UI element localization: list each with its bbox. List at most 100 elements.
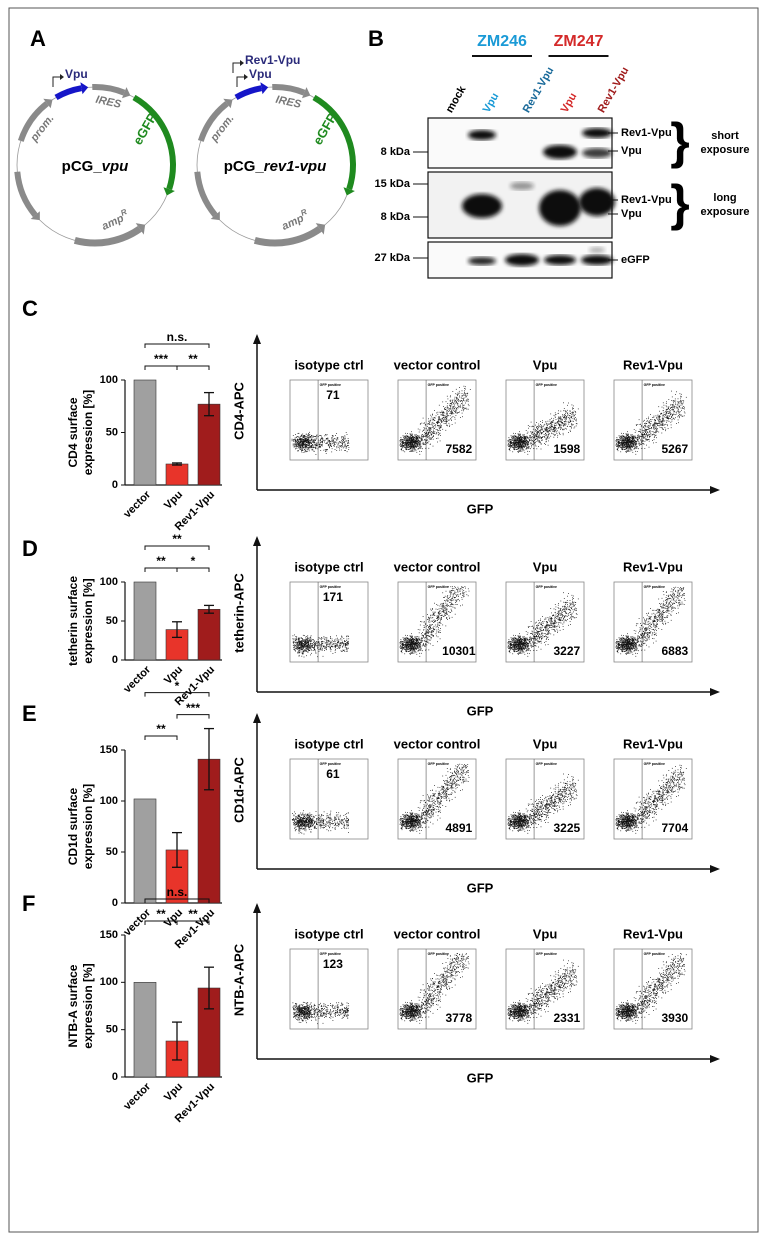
flow-dot xyxy=(621,443,623,445)
flow-dot xyxy=(565,418,566,420)
flow-dot xyxy=(535,436,537,437)
flow-dot xyxy=(564,414,565,415)
flow-dot xyxy=(341,439,342,441)
flow-dot xyxy=(456,409,458,411)
flow-dot xyxy=(576,423,578,425)
flow-dot xyxy=(526,448,528,450)
flow-dot xyxy=(463,397,465,399)
flow-dot xyxy=(335,645,336,647)
flow-dot xyxy=(529,443,531,445)
flow-dot xyxy=(648,418,649,420)
flow-dot xyxy=(408,441,409,442)
flow-dot xyxy=(339,446,341,447)
flow-dot xyxy=(459,404,461,406)
flow-dot xyxy=(298,444,299,445)
flow-dot xyxy=(418,435,420,437)
flow-dot xyxy=(627,450,628,452)
flow-dot xyxy=(521,441,523,443)
flow-dot xyxy=(665,411,666,413)
flow-dot xyxy=(456,398,458,400)
flow-dot xyxy=(300,647,302,649)
flow-dot xyxy=(664,414,665,415)
flow-dot xyxy=(341,639,343,641)
flow-dot xyxy=(343,441,345,442)
flow-dot xyxy=(622,443,624,445)
flow-dot xyxy=(326,646,328,647)
flow-dot xyxy=(301,643,302,644)
flow-dot xyxy=(620,439,621,441)
flow-dot xyxy=(618,447,620,448)
flow-dot xyxy=(442,414,444,415)
flow-dot xyxy=(440,423,441,425)
flow-dot xyxy=(400,437,402,438)
flow-dot xyxy=(649,436,650,437)
flow-dot xyxy=(653,419,655,421)
flow-dot xyxy=(630,443,631,445)
flow-dot xyxy=(525,444,527,446)
flow-dot xyxy=(302,444,303,445)
flow-dot xyxy=(422,448,423,450)
flow-dot xyxy=(414,440,415,442)
flow-dot xyxy=(307,636,309,638)
flow-dot xyxy=(326,438,327,439)
flow-dot xyxy=(546,437,547,439)
flow-dot xyxy=(662,418,664,420)
flow-dot xyxy=(307,640,309,641)
flow-dot xyxy=(299,637,301,639)
flow-dot xyxy=(552,429,554,431)
flow-dot xyxy=(345,432,347,433)
flow-dot xyxy=(308,438,310,440)
flow-dot xyxy=(522,447,523,448)
flow-dot xyxy=(680,399,681,401)
flow-dot xyxy=(621,447,623,448)
flow-dot xyxy=(305,449,307,451)
flow-dot xyxy=(524,440,526,442)
flow-dot xyxy=(305,440,307,442)
promoter-arrow-head xyxy=(240,60,244,66)
flow-dot xyxy=(574,415,575,416)
flow-dot xyxy=(634,446,636,448)
flow-dot xyxy=(454,406,456,408)
flow-dot xyxy=(316,436,318,438)
flow-dot xyxy=(455,400,456,402)
flow-dot xyxy=(681,400,683,401)
egfp-label: eGFP xyxy=(130,110,160,147)
flow-dot xyxy=(307,448,309,450)
flow-dot xyxy=(558,423,560,424)
flow-dot xyxy=(442,401,444,403)
flow-dot xyxy=(303,644,304,646)
flow-dot xyxy=(626,448,627,449)
flow-dot xyxy=(622,435,624,437)
flow-dot xyxy=(430,430,431,432)
flow-dot xyxy=(316,642,318,643)
flow-dot xyxy=(512,442,514,443)
flow-dot xyxy=(671,416,672,417)
flow-dot xyxy=(634,435,636,437)
flow-dot xyxy=(448,411,450,412)
flow-dot xyxy=(433,628,434,629)
flow-dot xyxy=(623,443,624,444)
flow-dot xyxy=(571,417,572,418)
flow-dot xyxy=(440,420,442,422)
flow-dot xyxy=(409,442,410,443)
flow-dot xyxy=(459,400,461,401)
flow-dot xyxy=(541,428,543,430)
flow-dot xyxy=(550,422,552,424)
significance-bracket xyxy=(144,365,178,370)
flow-dot xyxy=(630,448,632,449)
flow-dot xyxy=(301,641,302,642)
flow-dot xyxy=(336,648,338,649)
flow-dot xyxy=(326,438,327,440)
flow-dot xyxy=(522,443,523,445)
x-tick-label: Vpu xyxy=(162,489,185,512)
flow-dot xyxy=(659,410,660,412)
flow-dot xyxy=(342,650,344,651)
flow-dot xyxy=(308,650,310,651)
flow-dot xyxy=(331,642,333,644)
flow-dot xyxy=(423,443,424,445)
flow-dot xyxy=(309,645,310,647)
flow-dot xyxy=(550,422,552,423)
flow-dot xyxy=(679,414,681,416)
flow-dot xyxy=(544,436,546,438)
flow-dot xyxy=(404,442,406,444)
